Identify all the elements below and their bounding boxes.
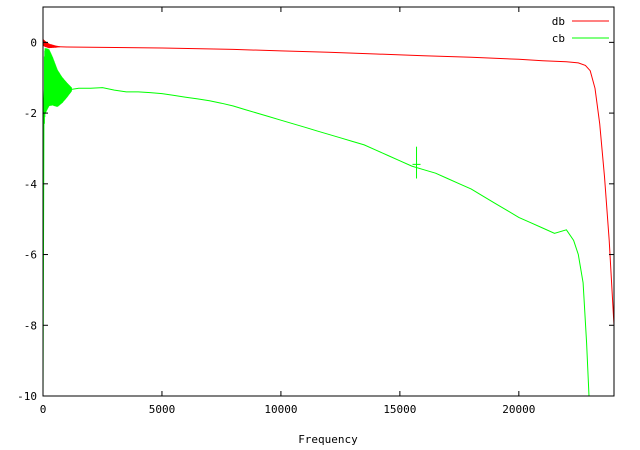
x-tick-label: 5000 xyxy=(149,403,176,416)
y-tick-label: -10 xyxy=(17,390,37,403)
x-tick-label: 10000 xyxy=(264,403,297,416)
series-ripple-cb xyxy=(43,48,72,124)
legend-label-cb: cb xyxy=(552,32,565,45)
x-tick-label: 15000 xyxy=(383,403,416,416)
series-line-cb xyxy=(43,77,590,396)
y-tick-label: -4 xyxy=(24,178,38,191)
y-tick-label: 0 xyxy=(30,36,37,49)
plot-area xyxy=(43,39,614,396)
series-ripple-db xyxy=(43,39,61,49)
legend: db cb xyxy=(552,15,609,45)
series-ripple-path-cb xyxy=(43,48,72,124)
y-tick-label: -8 xyxy=(24,319,37,332)
x-axis-label: Frequency xyxy=(298,433,358,446)
plot-frame xyxy=(42,6,615,397)
axes: 0 5000 10000 15000 20000 0 -2 -4 -6 -8 -10 xyxy=(17,6,615,416)
series-ripple-path-db xyxy=(43,39,61,49)
x-tick-label: 0 xyxy=(40,403,47,416)
y-tick-label: -6 xyxy=(24,249,37,262)
y-tick-label: -2 xyxy=(24,107,37,120)
series-line-db xyxy=(43,41,614,326)
legend-label-db: db xyxy=(552,15,565,28)
x-tick-label: 20000 xyxy=(502,403,535,416)
